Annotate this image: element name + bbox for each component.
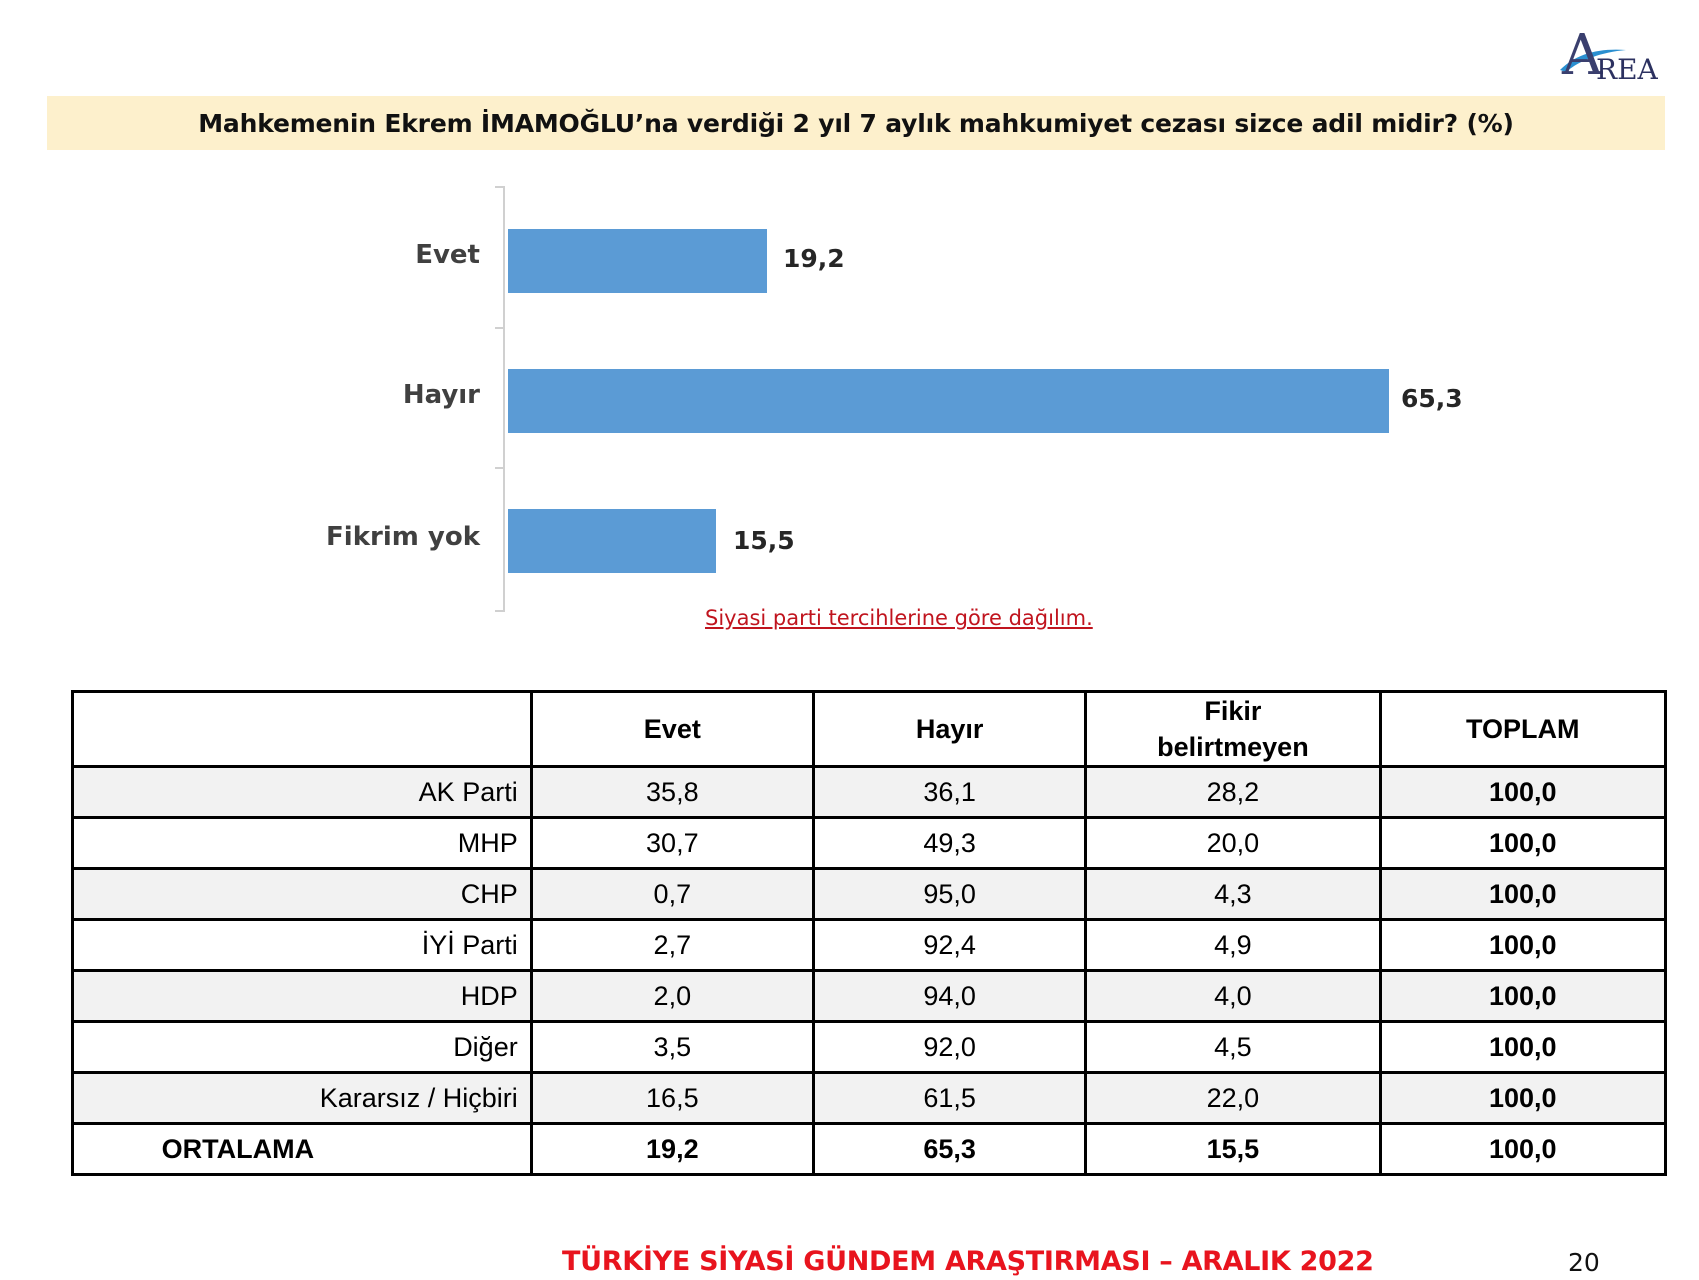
cell-hayir: 36,1 [811,765,1088,819]
header-empty [71,690,533,768]
data-label-fikrim-yok: 15,5 [733,526,795,555]
row-label: CHP [71,867,533,921]
area-logo: A REA [1560,22,1692,88]
table-row: HDP 2,0 94,0 4,0 100,0 [71,969,1667,1023]
table-row: İYİ Parti 2,7 92,4 4,9 100,0 [71,918,1667,972]
cell-evet: 2,7 [529,918,815,972]
header-toplam: TOPLAM [1378,690,1667,768]
axis-tick [495,186,504,188]
cell-hayir: 49,3 [811,816,1088,870]
category-label-fikrim-yok: Fikrim yok [326,522,480,552]
cell-toplam: 100,0 [1378,816,1667,870]
cell-fikir: 4,0 [1084,969,1382,1023]
bar-hayir [508,369,1389,433]
total-hayir: 65,3 [811,1122,1088,1176]
logo-swoosh-icon [1560,49,1626,72]
total-evet: 19,2 [529,1122,815,1176]
cell-toplam: 100,0 [1378,765,1667,819]
cell-fikir: 4,5 [1084,1020,1382,1074]
cell-fikir: 4,9 [1084,918,1382,972]
cell-evet: 2,0 [529,969,815,1023]
cell-evet: 30,7 [529,816,815,870]
cell-toplam: 100,0 [1378,969,1667,1023]
cell-hayir: 92,0 [811,1020,1088,1074]
header-fikir-line2: belirtmeyen [1157,732,1309,762]
total-fikir: 15,5 [1084,1122,1382,1176]
axis-tick [495,327,504,329]
cell-toplam: 100,0 [1378,867,1667,921]
cell-evet: 16,5 [529,1071,815,1125]
table-row: CHP 0,7 95,0 4,3 100,0 [71,867,1667,921]
header-evet: Evet [529,690,815,768]
row-label: AK Parti [71,765,533,819]
logo-initial: A [1562,23,1603,88]
cell-toplam: 100,0 [1378,918,1667,972]
axis-tick [495,467,504,469]
logo-text: REA [1596,53,1658,86]
table-row: Diğer 3,5 92,0 4,5 100,0 [71,1020,1667,1074]
cell-fikir: 22,0 [1084,1071,1382,1125]
party-breakdown-link[interactable]: Siyasi parti tercihlerine göre dağılım. [705,606,1093,630]
cell-evet: 3,5 [529,1020,815,1074]
table-total-row: ORTALAMA 19,2 65,3 15,5 100,0 [71,1122,1667,1176]
table-header-row: Evet Hayır Fikir belirtmeyen TOPLAM [71,690,1667,768]
cell-hayir: 92,4 [811,918,1088,972]
total-toplam: 100,0 [1378,1122,1667,1176]
cell-fikir: 28,2 [1084,765,1382,819]
cell-hayir: 94,0 [811,969,1088,1023]
row-label: MHP [71,816,533,870]
cell-fikir: 4,3 [1084,867,1382,921]
table-row: MHP 30,7 49,3 20,0 100,0 [71,816,1667,870]
header-fikir-belirtmeyen: Fikir belirtmeyen [1084,690,1382,768]
table-row: Kararsız / Hiçbiri 16,5 61,5 22,0 100,0 [71,1071,1667,1125]
row-label: Diğer [71,1020,533,1074]
category-axis [503,186,505,612]
bar-fikrim-yok [508,509,716,573]
table-row: AK Parti 35,8 36,1 28,2 100,0 [71,765,1667,819]
category-label-evet: Evet [415,240,480,270]
header-hayir: Hayır [811,690,1088,768]
category-label-hayir: Hayır [402,380,480,410]
cell-evet: 0,7 [529,867,815,921]
row-label: Kararsız / Hiçbiri [71,1071,533,1125]
data-label-hayir: 65,3 [1401,384,1463,413]
party-breakdown-table: Evet Hayır Fikir belirtmeyen TOPLAM AK P… [71,690,1667,1176]
axis-tick [495,610,504,612]
row-label: İYİ Parti [71,918,533,972]
data-label-evet: 19,2 [783,244,845,273]
cell-toplam: 100,0 [1378,1071,1667,1125]
question-title: Mahkemenin Ekrem İMAMOĞLU’na verdiği 2 y… [198,108,1514,138]
total-label: ORTALAMA [71,1122,533,1176]
cell-toplam: 100,0 [1378,1020,1667,1074]
cell-hayir: 61,5 [811,1071,1088,1125]
bar-evet [508,229,767,293]
bar-chart: Evet 19,2 Hayır 65,3 Fikrim yok 15,5 [326,186,1463,612]
cell-hayir: 95,0 [811,867,1088,921]
cell-fikir: 20,0 [1084,816,1382,870]
cell-evet: 35,8 [529,765,815,819]
question-title-band: Mahkemenin Ekrem İMAMOĞLU’na verdiği 2 y… [47,96,1665,150]
header-fikir-line1: Fikir [1204,696,1262,726]
row-label: HDP [71,969,533,1023]
page-number: 20 [1568,1248,1600,1277]
footer-survey-title: TÜRKİYE SİYASİ GÜNDEM ARAŞTIRMASI – ARAL… [562,1246,1374,1277]
